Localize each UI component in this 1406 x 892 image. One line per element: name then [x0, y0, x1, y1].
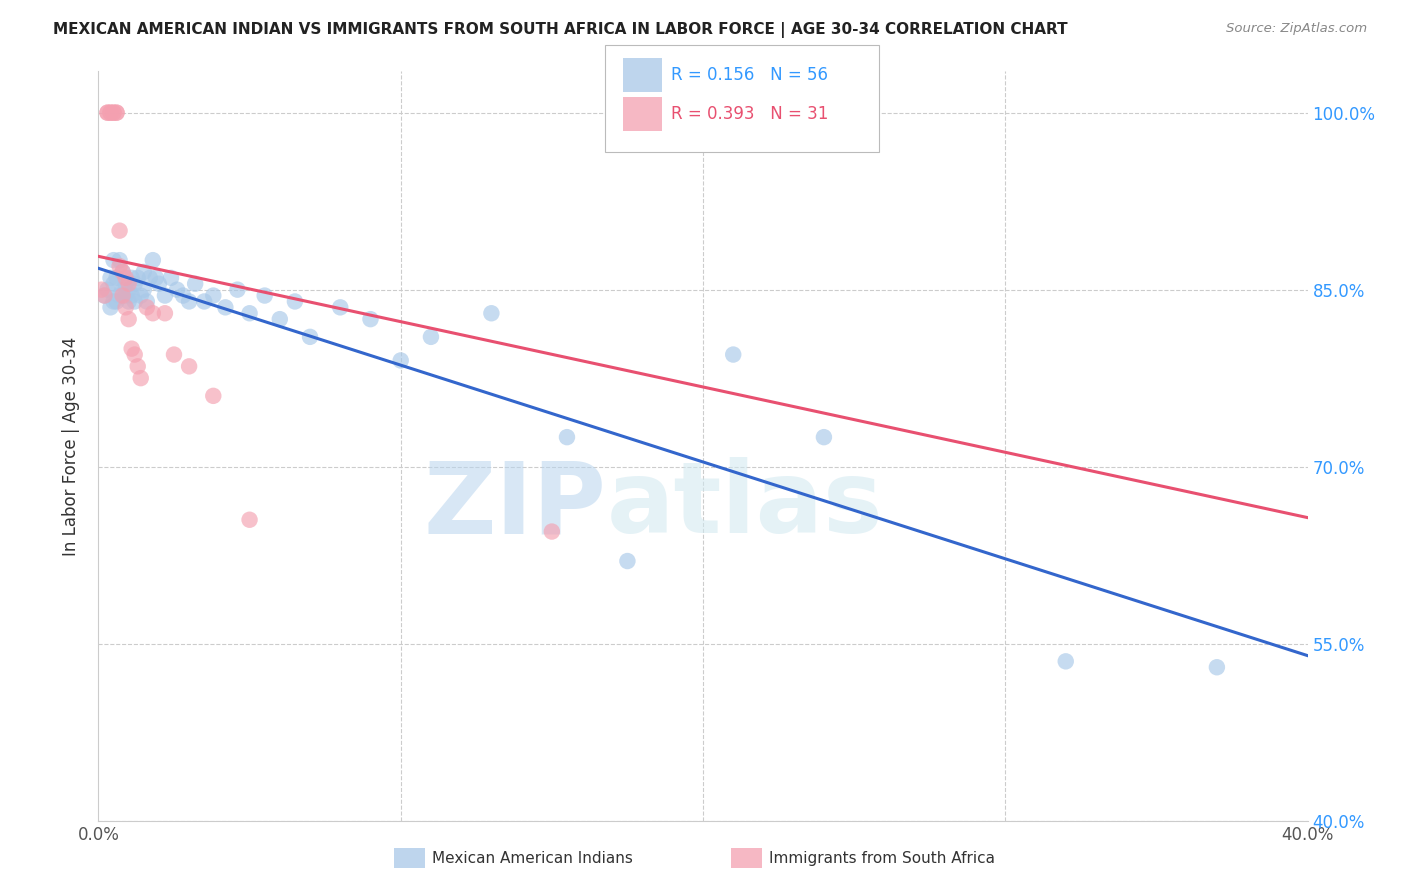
Point: [153, 288, 176, 302]
Point: [420, 330, 443, 344]
Point: [114, 270, 136, 285]
Point: [540, 524, 562, 539]
Point: [202, 389, 225, 403]
Point: [108, 253, 131, 268]
Point: [124, 294, 146, 309]
Point: [202, 288, 225, 302]
Point: [239, 513, 262, 527]
Point: [253, 288, 276, 302]
Point: [114, 277, 136, 291]
Point: [184, 277, 207, 291]
Point: [90, 283, 112, 297]
Point: [555, 430, 578, 444]
Point: [100, 270, 122, 285]
Point: [124, 277, 146, 291]
Point: [132, 283, 155, 297]
Point: [214, 301, 236, 315]
Text: MEXICAN AMERICAN INDIAN VS IMMIGRANTS FROM SOUTH AFRICA IN LABOR FORCE | AGE 30-: MEXICAN AMERICAN INDIAN VS IMMIGRANTS FR…: [53, 22, 1069, 38]
Text: R = 0.156   N = 56: R = 0.156 N = 56: [671, 66, 828, 84]
Point: [127, 359, 149, 374]
Point: [179, 359, 201, 374]
Point: [239, 306, 262, 320]
Point: [132, 265, 155, 279]
Point: [100, 301, 122, 315]
Point: [118, 312, 141, 326]
Point: [93, 288, 115, 302]
Point: [135, 301, 157, 315]
Point: [142, 253, 165, 268]
Point: [114, 301, 136, 315]
Point: [153, 306, 176, 320]
Point: [360, 312, 382, 326]
Point: [103, 294, 125, 309]
Point: [108, 259, 131, 273]
Point: [124, 347, 146, 361]
Point: [389, 353, 412, 368]
Point: [111, 288, 134, 302]
Point: [118, 294, 141, 309]
Point: [142, 306, 165, 320]
Point: [661, 105, 683, 120]
Point: [226, 283, 249, 297]
Point: [193, 294, 215, 309]
Point: [121, 288, 143, 302]
Point: [103, 105, 125, 120]
Point: [103, 105, 125, 120]
Point: [481, 306, 503, 320]
Point: [118, 277, 141, 291]
Point: [813, 430, 835, 444]
Point: [103, 277, 125, 291]
Point: [114, 288, 136, 302]
Point: [121, 342, 143, 356]
Point: [96, 105, 118, 120]
Point: [129, 371, 152, 385]
Point: [172, 288, 194, 302]
Point: [105, 270, 128, 285]
Point: [103, 253, 125, 268]
Point: [299, 330, 322, 344]
Point: [723, 347, 745, 361]
Point: [1054, 654, 1077, 668]
Text: Immigrants from South Africa: Immigrants from South Africa: [769, 851, 995, 865]
Point: [105, 294, 128, 309]
Point: [1206, 660, 1229, 674]
Point: [139, 270, 162, 285]
Point: [96, 105, 118, 120]
Point: [163, 347, 186, 361]
Text: Source: ZipAtlas.com: Source: ZipAtlas.com: [1226, 22, 1367, 36]
Point: [111, 265, 134, 279]
Point: [329, 301, 352, 315]
Point: [616, 554, 638, 568]
Point: [111, 283, 134, 297]
Point: [108, 288, 131, 302]
Point: [179, 294, 201, 309]
Point: [148, 277, 170, 291]
Point: [118, 283, 141, 297]
Point: [160, 270, 183, 285]
Point: [166, 283, 188, 297]
Point: [269, 312, 291, 326]
Point: [145, 270, 167, 285]
Point: [284, 294, 307, 309]
Point: [108, 224, 131, 238]
Point: [135, 294, 157, 309]
Text: R = 0.393   N = 31: R = 0.393 N = 31: [671, 105, 828, 123]
Point: [127, 270, 149, 285]
Point: [100, 105, 122, 120]
Point: [93, 288, 115, 302]
Text: Mexican American Indians: Mexican American Indians: [432, 851, 633, 865]
Point: [96, 283, 118, 297]
Point: [111, 265, 134, 279]
Y-axis label: In Labor Force | Age 30-34: In Labor Force | Age 30-34: [62, 336, 80, 556]
Text: ZIP: ZIP: [423, 458, 606, 555]
Text: atlas: atlas: [606, 458, 883, 555]
Point: [105, 105, 128, 120]
Point: [105, 105, 128, 120]
Point: [121, 270, 143, 285]
Point: [100, 105, 122, 120]
Point: [129, 288, 152, 302]
